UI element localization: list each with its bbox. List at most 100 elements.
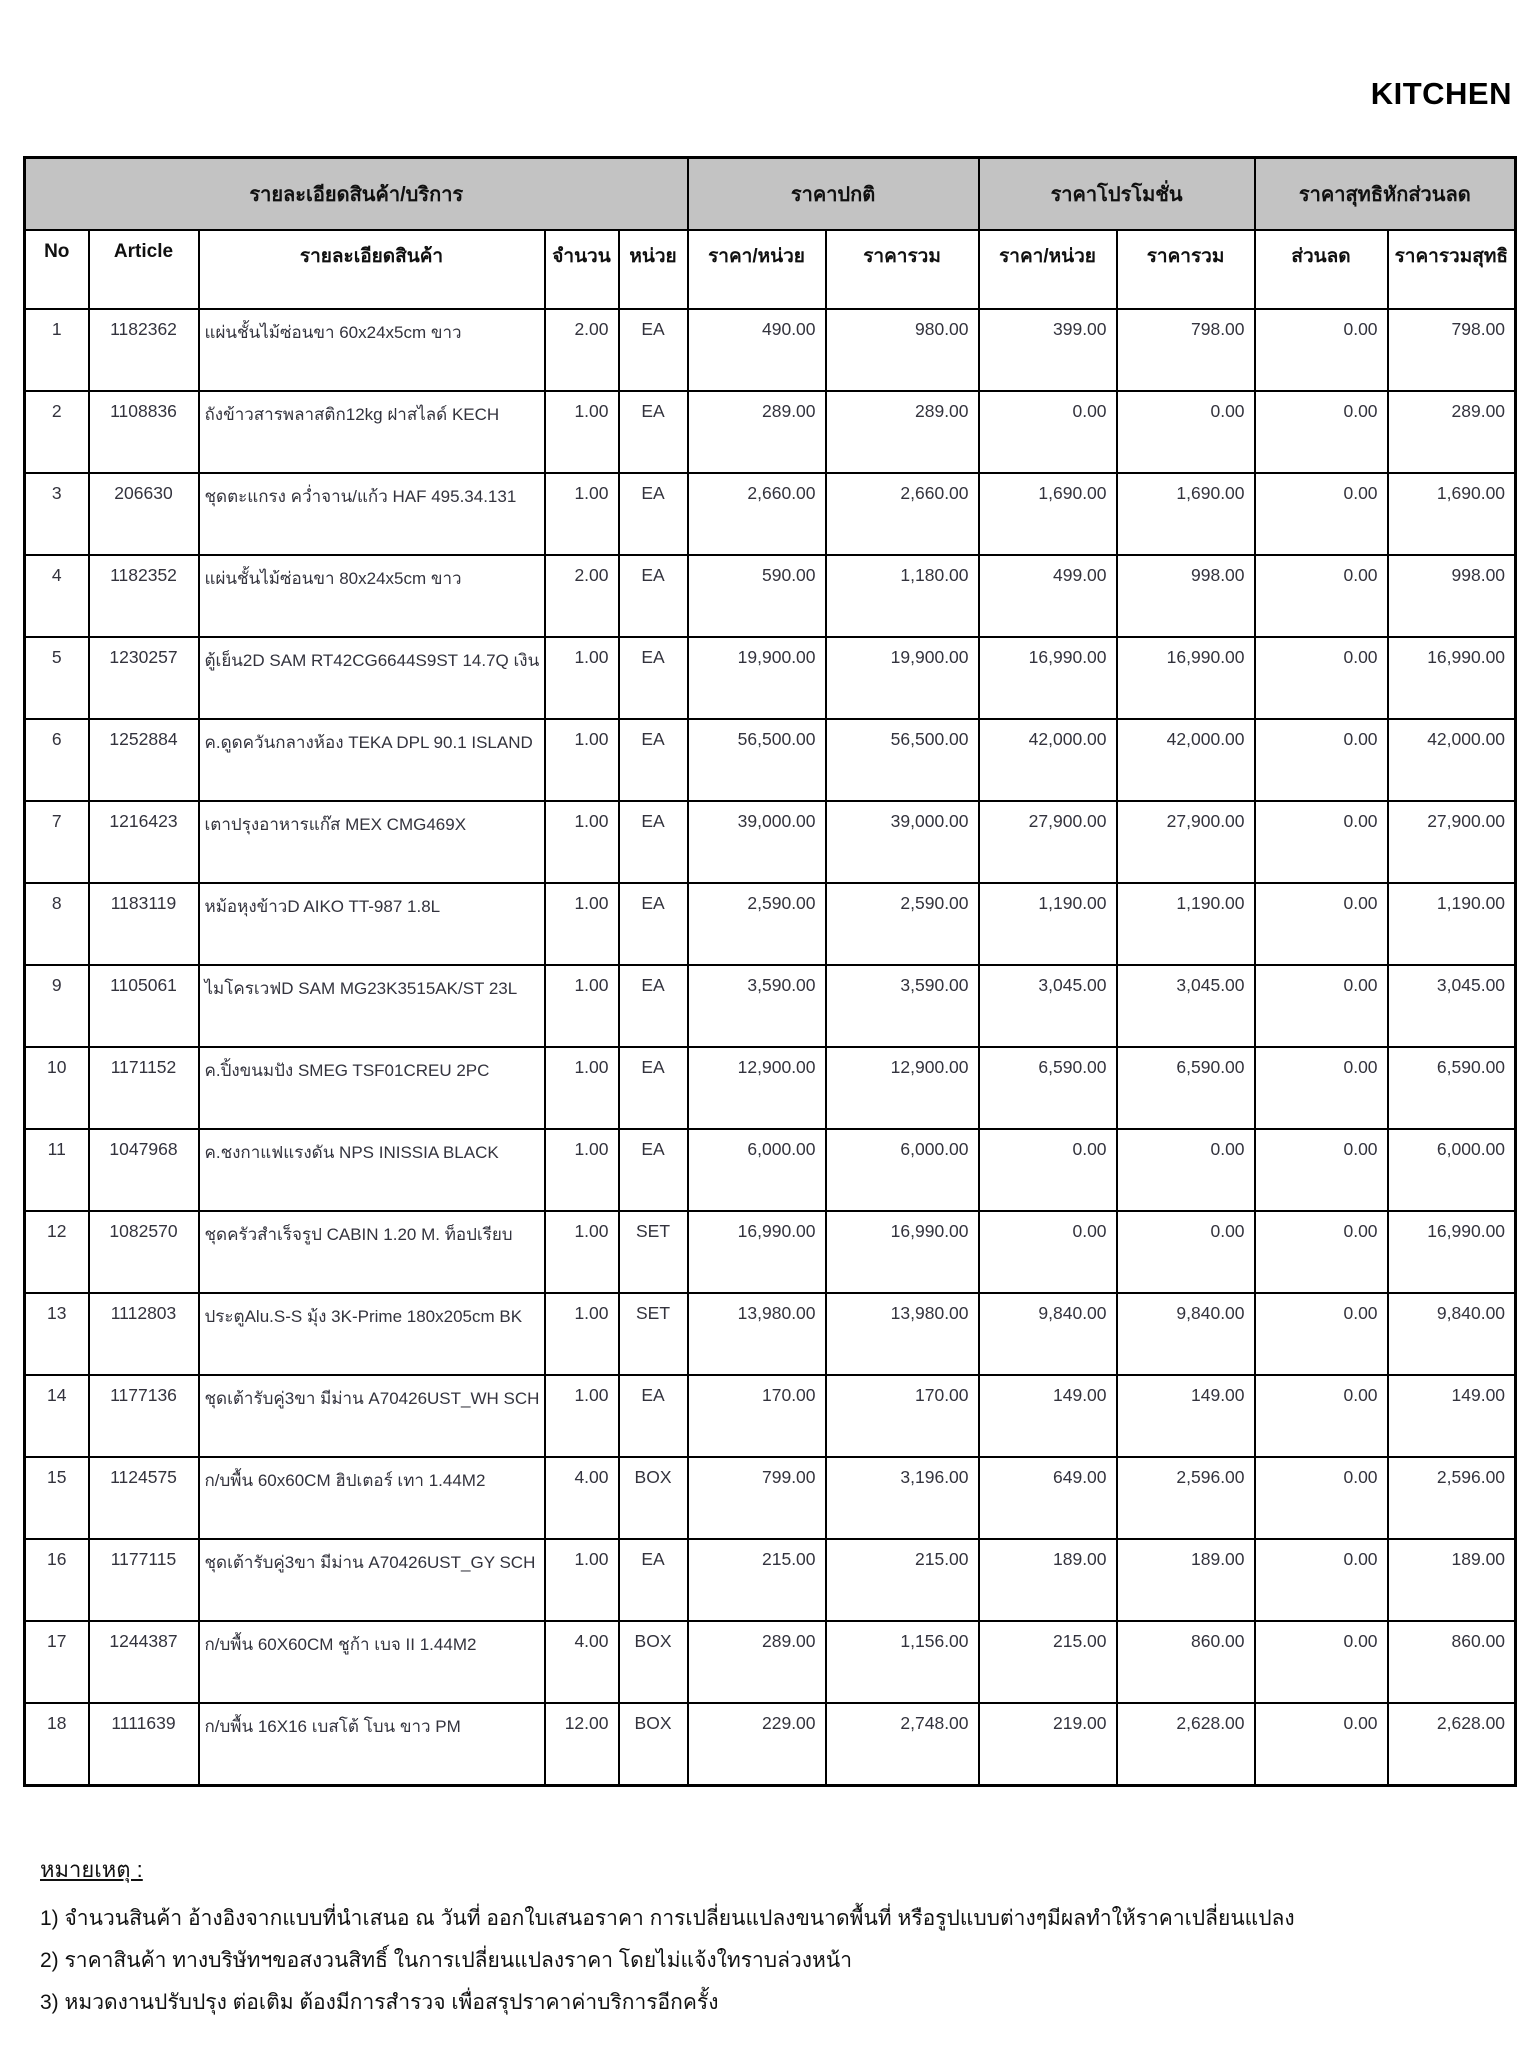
cell-no: 12 (23, 1210, 90, 1294)
cell-unit: EA (617, 1046, 689, 1130)
column-header-cell: ราคา/หน่วย (977, 229, 1118, 310)
cell-promo-total: 3,045.00 (1115, 964, 1256, 1048)
cell-discount: 0.00 (1253, 390, 1389, 474)
table-row: 13 1112803 ประตูAlu.S-S มุ้ง 3K-Prime 180x… (23, 1292, 1517, 1376)
cell-net-total: 27,900.00 (1386, 800, 1517, 884)
cell-article: 206630 (87, 472, 200, 556)
cell-discount: 0.00 (1253, 1538, 1389, 1622)
table-row: 4 1182352 แผ่นชั้นไม้ซ่อนขา 80x24x5cm ขาว 2… (23, 554, 1517, 638)
table-header: รายละเอียดสินค้า/บริการ ราคาปกติ ราคาโปรโม… (23, 156, 1517, 310)
cell-qty: 1.00 (543, 882, 620, 966)
cell-promo-unit: 16,990.00 (977, 636, 1118, 720)
cell-normal-total: 2,748.00 (824, 1702, 980, 1787)
cell-normal-total: 56,500.00 (824, 718, 980, 802)
cell-no: 11 (23, 1128, 90, 1212)
cell-normal-total: 215.00 (824, 1538, 980, 1622)
cell-unit: EA (617, 308, 689, 392)
column-header-cell: ราคารวม (1115, 229, 1256, 310)
cell-promo-total: 2,596.00 (1115, 1456, 1256, 1540)
table-row: 17 1244387 ก/บพื้น 60X60CM ชูก้า เบจ II 1.… (23, 1620, 1517, 1704)
cell-net-total: 289.00 (1386, 390, 1517, 474)
notes-list: 1) จำนวนสินค้า อ้างอิงจากแบบที่นำเสนอ ณ … (40, 1903, 1295, 2018)
cell-no: 18 (23, 1702, 90, 1787)
cell-normal-unit: 56,500.00 (686, 718, 827, 802)
cell-description: ก/บพื้น 60X60CM ชูก้า เบจ II 1.44M2 (197, 1620, 546, 1704)
cell-discount: 0.00 (1253, 1210, 1389, 1294)
column-header-cell: ส่วนลด (1253, 229, 1389, 310)
cell-normal-unit: 39,000.00 (686, 800, 827, 884)
cell-discount: 0.00 (1253, 636, 1389, 720)
group-header-cell: ราคาปกติ (686, 156, 980, 231)
cell-net-total: 860.00 (1386, 1620, 1517, 1704)
cell-qty: 1.00 (543, 718, 620, 802)
note-line: 2) ราคาสินค้า ทางบริษัทฯขอสงวนสิทธิ์ ในก… (40, 1949, 853, 1972)
table-row: 2 1108836 ถังข้าวสารพลาสติก12kg ฝาสไลด์ KE… (23, 390, 1517, 474)
cell-unit: EA (617, 1538, 689, 1622)
group-header-cell: ราคาโปรโมชั่น (977, 156, 1256, 231)
cell-description: แผ่นชั้นไม้ซ่อนขา 80x24x5cm ขาว (197, 554, 546, 638)
notes-heading: หมายเหตุ : (40, 1857, 143, 1882)
cell-no: 17 (23, 1620, 90, 1704)
cell-normal-total: 1,180.00 (824, 554, 980, 638)
cell-promo-total: 27,900.00 (1115, 800, 1256, 884)
cell-unit: EA (617, 554, 689, 638)
cell-qty: 1.00 (543, 1210, 620, 1294)
cell-discount: 0.00 (1253, 1046, 1389, 1130)
table-row: 16 1177115 ชุดเต้ารับคู่3ขา มีม่าน A70426U… (23, 1538, 1517, 1622)
cell-no: 1 (23, 308, 90, 392)
cell-qty: 4.00 (543, 1620, 620, 1704)
cell-normal-total: 19,900.00 (824, 636, 980, 720)
table-row: 12 1082570 ชุดครัวสำเร็จรูป CABIN 1.20 M. … (23, 1210, 1517, 1294)
cell-unit: EA (617, 390, 689, 474)
cell-unit: EA (617, 636, 689, 720)
cell-net-total: 16,990.00 (1386, 636, 1517, 720)
cell-normal-unit: 289.00 (686, 390, 827, 474)
cell-net-total: 798.00 (1386, 308, 1517, 392)
cell-discount: 0.00 (1253, 554, 1389, 638)
group-header-cell: รายละเอียดสินค้า/บริการ (23, 156, 689, 231)
cell-net-total: 16,990.00 (1386, 1210, 1517, 1294)
cell-article: 1183119 (87, 882, 200, 966)
cell-normal-total: 39,000.00 (824, 800, 980, 884)
cell-normal-total: 12,900.00 (824, 1046, 980, 1130)
table-row: 11 1047968 ค.ชงกาแฟแรงดัน NPS INISSIA BLAC… (23, 1128, 1517, 1212)
cell-discount: 0.00 (1253, 1620, 1389, 1704)
cell-normal-unit: 289.00 (686, 1620, 827, 1704)
cell-unit: EA (617, 1374, 689, 1458)
cell-promo-total: 16,990.00 (1115, 636, 1256, 720)
cell-normal-unit: 490.00 (686, 308, 827, 392)
cell-net-total: 1,190.00 (1386, 882, 1517, 966)
cell-description: ถังข้าวสารพลาสติก12kg ฝาสไลด์ KECH (197, 390, 546, 474)
cell-qty: 1.00 (543, 1046, 620, 1130)
cell-promo-unit: 149.00 (977, 1374, 1118, 1458)
cell-promo-unit: 215.00 (977, 1620, 1118, 1704)
cell-promo-unit: 27,900.00 (977, 800, 1118, 884)
cell-net-total: 2,628.00 (1386, 1702, 1517, 1787)
cell-qty: 1.00 (543, 390, 620, 474)
cell-no: 16 (23, 1538, 90, 1622)
cell-unit: EA (617, 882, 689, 966)
cell-discount: 0.00 (1253, 1374, 1389, 1458)
cell-promo-total: 1,190.00 (1115, 882, 1256, 966)
table-row: 10 1171152 ค.ปิ้งขนมปัง SMEG TSF01CREU 2PC… (23, 1046, 1517, 1130)
cell-article: 1182362 (87, 308, 200, 392)
cell-promo-unit: 649.00 (977, 1456, 1118, 1540)
cell-description: ค.ปิ้งขนมปัง SMEG TSF01CREU 2PC (197, 1046, 546, 1130)
cell-discount: 0.00 (1253, 308, 1389, 392)
cell-normal-total: 13,980.00 (824, 1292, 980, 1376)
cell-no: 10 (23, 1046, 90, 1130)
cell-qty: 2.00 (543, 554, 620, 638)
cell-promo-unit: 219.00 (977, 1702, 1118, 1787)
cell-net-total: 9,840.00 (1386, 1292, 1517, 1376)
cell-discount: 0.00 (1253, 718, 1389, 802)
cell-normal-unit: 3,590.00 (686, 964, 827, 1048)
cell-no: 13 (23, 1292, 90, 1376)
cell-no: 14 (23, 1374, 90, 1458)
cell-normal-total: 1,156.00 (824, 1620, 980, 1704)
cell-normal-unit: 13,980.00 (686, 1292, 827, 1376)
cell-promo-unit: 6,590.00 (977, 1046, 1118, 1130)
price-table: รายละเอียดสินค้า/บริการ ราคาปกติ ราคาโปรโม… (23, 156, 1518, 1787)
cell-unit: SET (617, 1292, 689, 1376)
cell-qty: 2.00 (543, 308, 620, 392)
cell-promo-unit: 0.00 (977, 1210, 1118, 1294)
